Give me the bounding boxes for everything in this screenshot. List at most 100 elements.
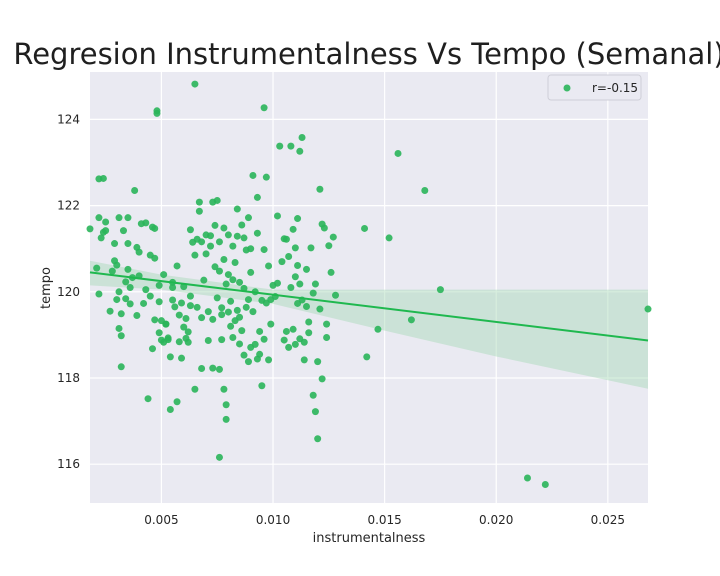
data-point [164,336,172,344]
data-point [198,314,206,322]
confidence-band [90,260,648,389]
data-point [244,214,252,222]
data-point [224,308,232,316]
data-point [242,303,250,311]
data-point [249,171,257,179]
data-point [363,353,371,361]
data-point [218,304,226,312]
data-point [260,246,268,254]
data-point [135,248,143,256]
data-point [303,265,311,273]
data-point [144,395,152,403]
data-point [186,226,194,234]
data-point [247,245,255,253]
data-point [236,313,244,321]
data-point [200,276,208,284]
data-point [258,382,266,390]
data-point [195,207,203,215]
data-point [305,329,313,337]
data-point [265,356,273,364]
legend-box [547,74,642,101]
data-point [146,292,154,300]
data-point [260,335,268,343]
data-point [244,358,252,366]
data-point [95,290,103,298]
data-point [291,244,299,252]
legend: r=-0.15 [547,74,642,101]
data-point [209,364,217,372]
data-point [294,262,302,270]
x-tick-label: 0.005 [144,513,178,527]
data-point [178,354,186,362]
data-point [119,227,127,235]
data-point [117,310,125,318]
data-point [220,385,228,393]
data-point [222,280,230,288]
y-axis-label: tempo [39,267,54,309]
data-point [224,231,232,239]
data-point [238,327,246,335]
data-point [213,196,221,204]
data-point [316,185,324,193]
data-point [169,296,177,304]
data-point [211,221,219,229]
data-point [311,408,319,416]
data-point [227,297,235,305]
data-point [133,312,141,320]
data-point [233,306,241,314]
data-point [126,300,134,308]
data-point [207,242,215,250]
x-tick-labels: 0.005 0.010 0.015 0.020 0.025 [144,513,625,527]
data-point [186,292,194,300]
data-point [142,286,150,294]
data-point [291,273,299,281]
data-point [184,338,192,346]
data-point [236,278,244,286]
data-point [236,340,244,348]
data-point [289,225,297,233]
data-point [108,267,116,275]
data-point [93,264,101,272]
data-point [106,307,114,315]
data-point [287,142,295,150]
x-axis-label: instrumentalness [313,531,426,546]
data-point [193,303,201,311]
data-point [220,255,228,263]
data-point [227,322,235,330]
data-point [180,323,188,331]
confidence-band-area [90,260,648,389]
data-point [151,254,159,262]
data-point [329,233,337,241]
data-point [298,134,306,142]
data-point [222,415,230,423]
data-point [215,238,223,246]
data-point [155,298,163,306]
data-point [421,187,429,195]
legend-marker [563,84,571,92]
data-point [323,333,331,341]
data-point [240,234,248,242]
data-point [115,324,123,332]
data-point [285,343,293,351]
data-point [211,263,219,271]
data-point [142,219,150,227]
data-point [222,401,230,409]
data-point [166,405,174,413]
data-point [265,262,273,270]
data-point [151,316,159,324]
data-point [244,296,252,304]
y-tick-label: 116 [57,457,80,471]
data-point [111,240,119,248]
data-point [218,311,226,319]
data-point [124,214,132,222]
data-point [361,224,369,232]
x-tick-label: 0.025 [591,513,625,527]
data-point [240,351,248,359]
data-point [314,358,322,366]
data-point [186,302,194,310]
data-point [220,224,228,232]
data-point [233,232,241,240]
data-point [296,280,304,288]
data-point [97,234,105,242]
data-point [407,316,415,324]
